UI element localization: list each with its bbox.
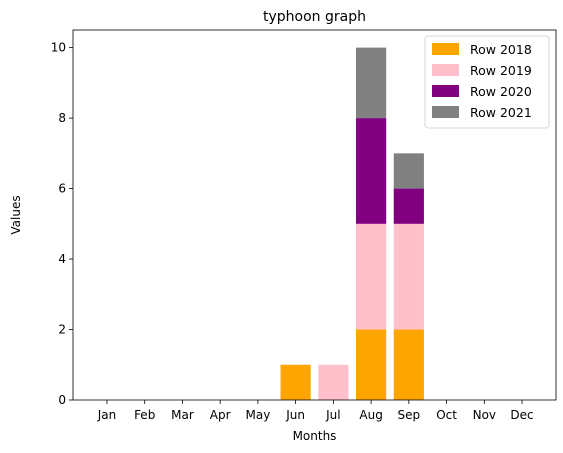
y-tick-label: 4 xyxy=(58,252,66,266)
legend-entry: Row 2021 xyxy=(470,105,532,120)
x-tick-label: Jun xyxy=(285,408,305,422)
y-tick-label: 0 xyxy=(58,393,66,407)
x-tick-label: Sep xyxy=(398,408,421,422)
bar-row-2018-aug xyxy=(356,329,387,400)
legend-swatch xyxy=(432,85,459,97)
x-axis-label: Months xyxy=(293,429,337,443)
x-tick-label: Aug xyxy=(359,408,382,422)
y-axis-label: Values xyxy=(9,195,23,234)
bar-row-2019-aug xyxy=(356,223,387,330)
bar-row-2019-sep xyxy=(393,223,424,330)
bar-row-2021-aug xyxy=(356,47,387,119)
bar-row-2018-jun xyxy=(280,364,311,400)
x-axis: Jan Feb Mar Apr May Jun Jul Aug Sep Oct Nov Dec xyxy=(97,400,534,422)
bars-group xyxy=(280,47,424,400)
bar-row-2019-jul xyxy=(318,364,349,400)
bar-row-2020-sep xyxy=(393,188,424,224)
y-tick-label: 6 xyxy=(58,182,66,196)
x-tick-label: Dec xyxy=(510,408,533,422)
y-axis: 0 2 4 6 8 10 xyxy=(51,41,73,407)
y-tick-label: 10 xyxy=(51,41,66,55)
legend-swatch xyxy=(432,43,459,55)
x-tick-label: Jul xyxy=(325,408,340,422)
y-tick-label: 2 xyxy=(58,323,66,337)
x-tick-label: Feb xyxy=(134,408,155,422)
plot-frame xyxy=(72,29,557,401)
legend-swatch xyxy=(432,64,459,76)
x-tick-label: May xyxy=(245,408,270,422)
x-tick-label: Nov xyxy=(473,408,496,422)
bar-row-2021-sep xyxy=(393,153,424,189)
chart-title: typhoon graph xyxy=(263,9,366,25)
x-tick-label: Apr xyxy=(210,408,231,422)
legend: Row 2018 Row 2019 Row 2020 Row 2021 xyxy=(424,35,550,129)
legend-entry: Row 2020 xyxy=(470,84,532,99)
legend-entry: Row 2018 xyxy=(470,42,532,57)
y-tick-label: 8 xyxy=(58,111,66,125)
legend-swatch xyxy=(432,106,459,118)
bar-row-2020-aug xyxy=(356,118,387,224)
x-tick-label: Jan xyxy=(97,408,117,422)
bar-row-2018-sep xyxy=(393,329,424,400)
x-tick-label: Oct xyxy=(436,408,457,422)
legend-box xyxy=(424,35,550,129)
legend-entry: Row 2019 xyxy=(470,63,532,78)
x-tick-label: Mar xyxy=(171,408,194,422)
